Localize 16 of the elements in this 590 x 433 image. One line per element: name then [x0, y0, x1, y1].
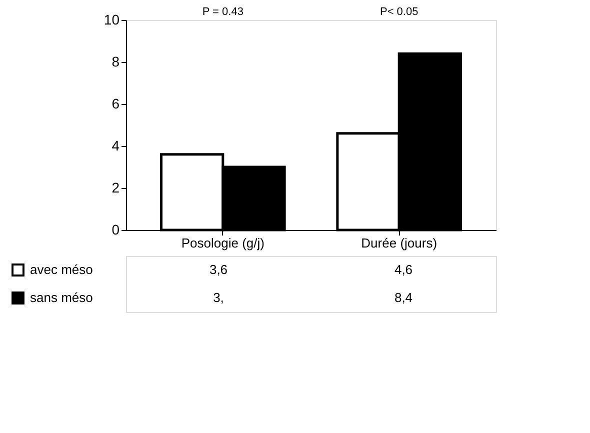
- data-label: 3,: [213, 290, 224, 305]
- x-tick-label: Posologie (g/j): [181, 236, 264, 250]
- y-tick-label: 0: [112, 222, 120, 238]
- data-label: 8,4: [394, 290, 413, 305]
- text: P< 0.05: [380, 6, 418, 18]
- y-tick-label: 8: [112, 54, 120, 70]
- data-label: 4,6: [394, 262, 413, 277]
- data-label: 3,6: [209, 262, 228, 277]
- y-tick-label: 10: [104, 12, 120, 28]
- y-tick-label: 2: [112, 180, 120, 196]
- x-tick-label: Durée (jours): [361, 236, 438, 250]
- text: P = 0.43: [202, 6, 244, 18]
- legend-label: avec méso: [30, 262, 93, 277]
- legend-label: sans méso: [30, 290, 93, 305]
- y-tick-label: 6: [112, 96, 120, 112]
- y-tick-label: 4: [112, 138, 120, 154]
